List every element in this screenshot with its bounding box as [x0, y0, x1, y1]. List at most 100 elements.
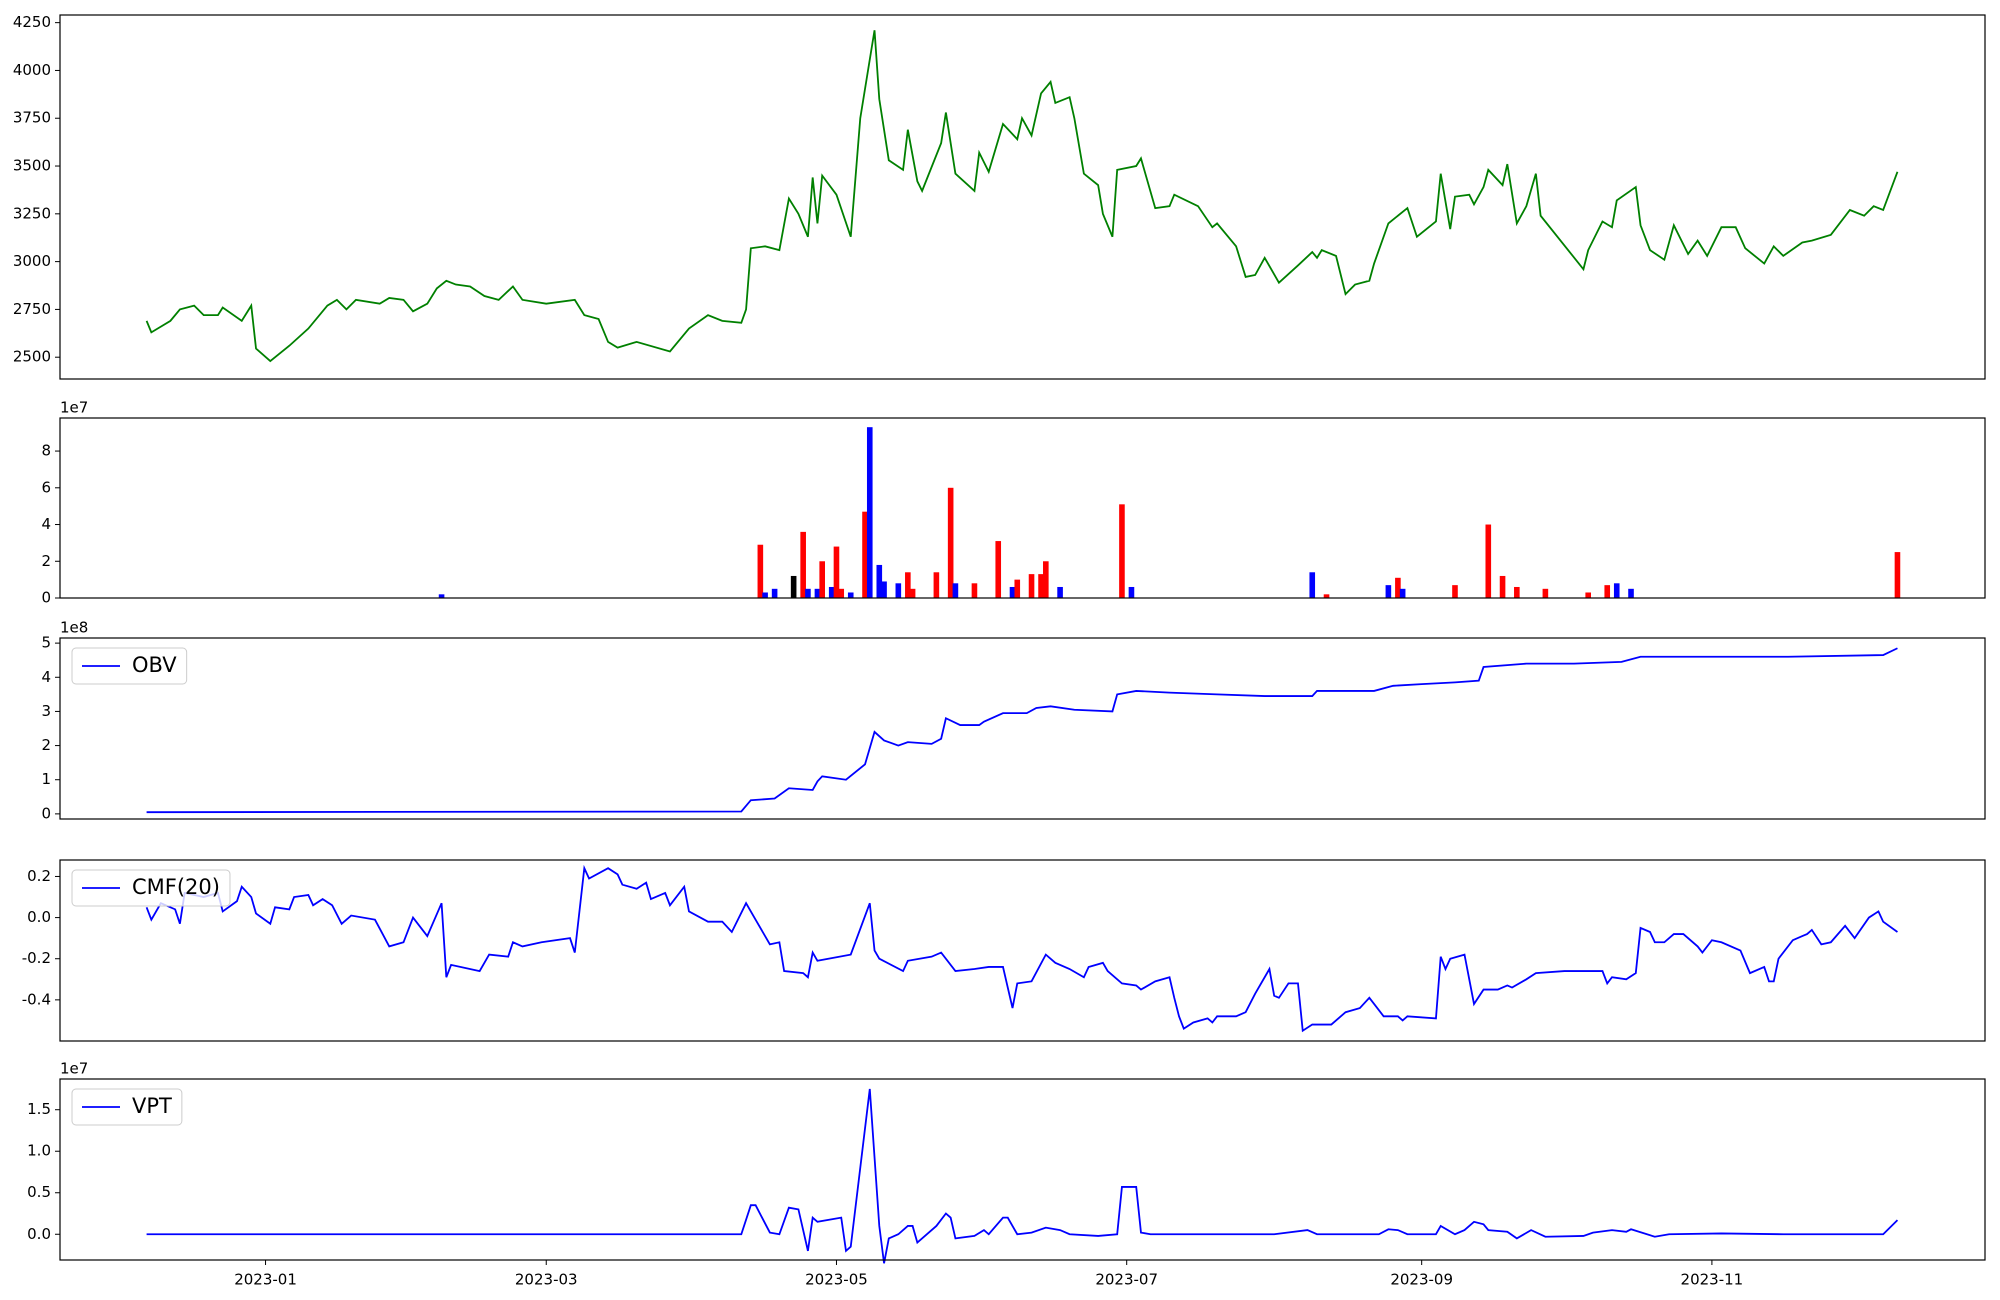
- axes-frame: [59, 1078, 1986, 1261]
- bar: [1628, 588, 1634, 598]
- y-tick-label: 2750: [13, 300, 51, 318]
- y-tick-label: 2: [41, 552, 51, 570]
- y-tick-label: 3750: [13, 109, 51, 127]
- bar: [952, 583, 959, 598]
- legend-label: CMF(20): [132, 875, 220, 899]
- x-tick-label: 2023-09: [1390, 1271, 1453, 1289]
- bar: [1399, 588, 1406, 598]
- offset-text: 1e8: [60, 619, 88, 637]
- line: [145, 864, 1898, 1033]
- offset-text: 1e7: [60, 399, 88, 417]
- bar: [847, 592, 854, 598]
- bar: [1128, 586, 1135, 598]
- y-tick-label: 5: [41, 634, 51, 652]
- bar: [1009, 586, 1016, 598]
- axes-frame: [59, 14, 1986, 380]
- bar: [1323, 594, 1330, 598]
- bar: [909, 588, 916, 598]
- x-tick-label: 2023-07: [1095, 1271, 1158, 1289]
- bar: [995, 541, 1002, 598]
- bar: [862, 511, 868, 598]
- bar: [1604, 585, 1611, 598]
- y-tick-label: -0.2: [22, 949, 51, 967]
- bar: [814, 588, 821, 598]
- y-tick-label: 0: [41, 804, 51, 822]
- bar: [762, 592, 768, 598]
- bar: [790, 575, 797, 598]
- line: [146, 1088, 1899, 1264]
- bar: [866, 427, 873, 598]
- line: [145, 30, 1899, 363]
- bar: [828, 586, 835, 598]
- bar: [1395, 577, 1401, 598]
- y-tick-label: 3250: [13, 204, 51, 222]
- bar: [1119, 504, 1125, 598]
- y-tick-label: -0.4: [22, 990, 51, 1008]
- bar: [1485, 524, 1492, 598]
- y-tick-label: 4: [41, 668, 51, 686]
- y-tick-label: 0.5: [27, 1183, 51, 1201]
- y-tick-label: 1: [41, 770, 51, 788]
- legend-label: OBV: [132, 653, 177, 677]
- legend-box: [71, 1088, 183, 1126]
- y-tick-label: 4000: [13, 61, 51, 79]
- bar: [881, 581, 887, 598]
- offset-text: 1e7: [60, 1060, 88, 1078]
- y-tick-label: 1.0: [27, 1142, 51, 1160]
- y-tick-label: 2500: [13, 348, 51, 366]
- bar: [1542, 588, 1549, 598]
- y-tick-label: 4: [41, 515, 51, 533]
- x-tick-label: 2023-01: [234, 1271, 297, 1289]
- bar: [1028, 574, 1035, 598]
- bar: [1014, 579, 1021, 598]
- axes-frame: [59, 417, 1986, 599]
- bar: [1585, 592, 1592, 598]
- bar: [771, 588, 778, 598]
- y-tick-label: 4250: [13, 13, 51, 31]
- y-tick-label: 0.2: [27, 867, 51, 885]
- bar: [1499, 575, 1506, 598]
- y-tick-label: 3000: [13, 252, 51, 270]
- x-tick-label: 2023-03: [515, 1271, 578, 1289]
- bar: [800, 531, 806, 598]
- bar: [947, 487, 954, 598]
- bar: [1894, 552, 1901, 598]
- y-tick-label: 6: [41, 478, 51, 496]
- bar: [819, 561, 825, 598]
- bar: [1613, 583, 1620, 598]
- x-tick-label: 2023-05: [805, 1271, 868, 1289]
- axes-frame: [59, 637, 1986, 820]
- bar: [438, 594, 445, 598]
- bar: [1452, 585, 1458, 598]
- bar: [933, 572, 940, 598]
- legend-box: [71, 647, 188, 685]
- y-tick-label: 0: [41, 589, 51, 607]
- bar: [805, 588, 811, 598]
- bar: [757, 544, 764, 598]
- y-tick-label: 2: [41, 736, 51, 754]
- bar: [1057, 586, 1063, 598]
- y-tick-label: 3500: [13, 157, 51, 175]
- bar: [1385, 585, 1392, 598]
- y-tick-label: 0.0: [27, 908, 51, 926]
- y-tick-label: 1.5: [27, 1100, 51, 1118]
- y-tick-label: 3: [41, 702, 51, 720]
- legend-label: VPT: [132, 1094, 172, 1118]
- x-tick-label: 2023-11: [1681, 1271, 1744, 1289]
- bar: [1514, 586, 1520, 598]
- y-tick-label: 8: [41, 442, 51, 460]
- bar: [905, 572, 911, 598]
- bar: [833, 546, 840, 598]
- y-tick-label: 0.0: [27, 1225, 51, 1243]
- legend-box: [71, 869, 231, 907]
- bar: [1043, 561, 1049, 598]
- line: [146, 647, 1898, 814]
- bar: [1038, 574, 1044, 598]
- bar: [1309, 572, 1316, 598]
- bar: [876, 564, 883, 598]
- bar: [895, 583, 902, 598]
- axes-frame: [59, 859, 1986, 1042]
- bar: [838, 588, 845, 598]
